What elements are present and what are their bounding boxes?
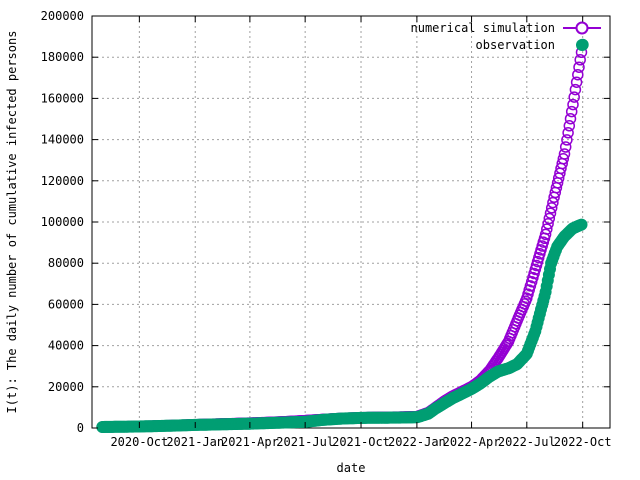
data-point	[543, 212, 556, 225]
data-point	[544, 207, 557, 219]
x-tick-label: 2020-Oct	[110, 435, 168, 449]
data-point	[564, 112, 577, 125]
y-tick-label: 20000	[48, 380, 84, 394]
series-observation	[96, 38, 589, 433]
x-tick-label: 2021-Jul	[276, 435, 334, 449]
data-point	[565, 105, 578, 118]
data-point	[575, 218, 588, 231]
data-point	[539, 228, 552, 241]
data-point	[573, 61, 585, 73]
y-axis: 0 20000 40000 60000 80000 100000 120000 140000 1…	[41, 9, 610, 435]
y-tick-label: 200000	[41, 9, 84, 23]
legend: numerical simulation observation	[411, 21, 601, 52]
data-point	[572, 68, 584, 81]
legend-item: observation	[476, 38, 588, 52]
x-tick-label: 2022-Jul	[498, 435, 556, 449]
y-tick-label: 140000	[41, 133, 84, 147]
data-point	[568, 91, 580, 103]
y-tick-label: 120000	[41, 174, 84, 188]
data-point	[561, 134, 573, 146]
y-tick-label: 160000	[41, 91, 84, 105]
y-tick-label: 80000	[48, 256, 84, 270]
y-axis-label: I(t): The daily number of cumulative inf…	[5, 31, 19, 414]
data-point	[569, 83, 582, 96]
y-tick-label: 0	[77, 421, 84, 435]
data-point	[541, 223, 553, 235]
data-point	[558, 148, 571, 160]
x-tick-label: 2021-Oct	[332, 435, 390, 449]
legend-label: numerical simulation	[411, 21, 556, 35]
x-axis: 2020-Oct2021-Jan2021-Apr2021-Jul2021-Oct…	[110, 16, 612, 449]
x-tick-label: 2022-Apr	[443, 435, 501, 449]
x-tick-label: 2021-Apr	[221, 435, 279, 449]
x-tick-label: 2022-Jan	[388, 435, 446, 449]
data-point	[562, 127, 574, 139]
y-tick-label: 60000	[48, 297, 84, 311]
legend-swatch-marker	[576, 39, 588, 51]
data-point	[545, 202, 558, 214]
x-tick-label: 2022-Oct	[554, 435, 612, 449]
legend-item: numerical simulation	[411, 21, 601, 35]
data-point	[570, 76, 583, 88]
data-point	[574, 54, 586, 66]
data-point	[563, 120, 576, 132]
legend-label: observation	[476, 38, 555, 52]
data-point	[567, 98, 579, 111]
x-axis-label: date	[337, 461, 366, 475]
y-tick-label: 180000	[41, 50, 84, 64]
data-point	[557, 153, 570, 165]
y-tick-label: 40000	[48, 339, 84, 353]
legend-swatch-marker	[575, 21, 589, 35]
x-tick-label: 2021-Jan	[166, 435, 224, 449]
data-point	[542, 218, 554, 230]
data-point	[559, 141, 572, 153]
series-layer	[96, 38, 589, 433]
y-tick-label: 100000	[41, 215, 84, 229]
